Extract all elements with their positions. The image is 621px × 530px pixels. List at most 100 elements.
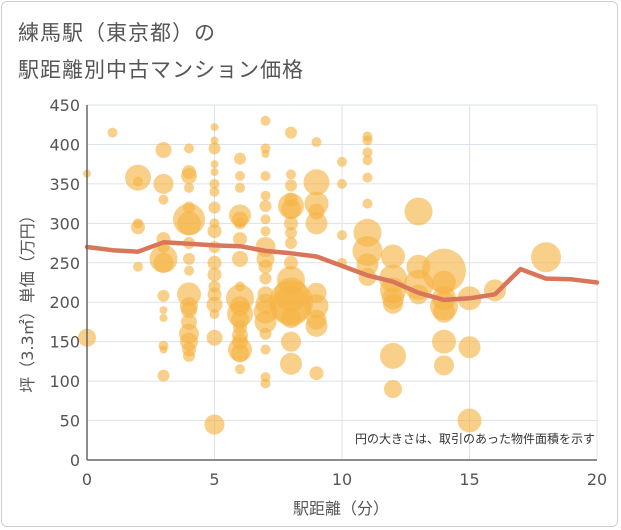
scatter-point bbox=[434, 355, 454, 376]
scatter-point bbox=[281, 199, 301, 220]
x-tick-label: 5 bbox=[209, 470, 219, 489]
scatter-point bbox=[153, 252, 174, 273]
scatter-point bbox=[362, 198, 373, 209]
scatter-point bbox=[457, 408, 482, 433]
y-tick-label: 350 bbox=[49, 175, 80, 194]
y-tick-label: 50 bbox=[60, 412, 80, 431]
y-tick-label: 250 bbox=[49, 254, 80, 273]
scatter-point bbox=[261, 149, 270, 158]
scatter-point bbox=[260, 171, 271, 181]
scatter-point bbox=[204, 414, 225, 435]
scatter-point bbox=[209, 178, 220, 189]
scatter-point bbox=[284, 216, 298, 231]
scatter-point bbox=[181, 302, 197, 319]
y-axis-label: 坪（3.3㎡）単価（万円） bbox=[18, 207, 37, 392]
scatter-point bbox=[305, 212, 328, 235]
y-tick-label: 450 bbox=[49, 96, 80, 115]
scatter-point bbox=[280, 352, 302, 375]
scatter-point bbox=[383, 293, 403, 314]
scatter-point bbox=[259, 272, 272, 285]
scatter-point bbox=[260, 190, 271, 201]
scatter-point bbox=[362, 155, 373, 166]
scatter-point bbox=[210, 123, 219, 132]
x-tick-label: 10 bbox=[332, 470, 352, 489]
scatter-point bbox=[158, 194, 169, 205]
scatter-point bbox=[157, 289, 170, 302]
y-tick-label: 300 bbox=[49, 214, 80, 233]
scatter-point bbox=[133, 176, 143, 187]
scatter-point bbox=[209, 309, 220, 320]
scatter-point bbox=[159, 314, 168, 322]
scatter-point bbox=[362, 147, 373, 158]
scatter-point bbox=[184, 143, 194, 154]
scatter-point bbox=[183, 252, 195, 265]
scatter-point bbox=[281, 331, 301, 352]
scatter-point bbox=[311, 137, 322, 148]
scatter-point bbox=[107, 127, 118, 138]
scatter-point bbox=[337, 156, 347, 167]
scatter-point bbox=[235, 171, 245, 181]
scatter-point bbox=[362, 135, 373, 146]
scatter-point bbox=[285, 226, 297, 239]
scatter-point bbox=[210, 136, 219, 145]
scatter-point bbox=[235, 364, 245, 375]
y-tick-label: 100 bbox=[49, 372, 80, 391]
scatter-point bbox=[208, 201, 221, 214]
scatter-point bbox=[260, 214, 271, 225]
scatter-point bbox=[260, 344, 271, 355]
chart-title-line1: 練馬駅（東京都）の bbox=[18, 21, 216, 45]
scatter-point bbox=[235, 182, 245, 193]
scatter-point bbox=[260, 226, 271, 237]
scatter-point bbox=[259, 199, 272, 212]
scatter-point bbox=[286, 169, 296, 180]
scatter-point bbox=[337, 230, 347, 241]
scatter-point bbox=[362, 172, 373, 183]
chart-title-line2: 駅距離別中古マンション価格 bbox=[18, 58, 304, 82]
scatter-point bbox=[207, 255, 222, 270]
scatter-point bbox=[183, 349, 195, 362]
y-tick-label: 0 bbox=[70, 451, 80, 470]
scatter-point bbox=[305, 314, 328, 337]
scatter-point bbox=[337, 178, 347, 189]
scatter-point bbox=[281, 308, 301, 328]
scatter-point bbox=[208, 142, 221, 155]
scatter-point bbox=[284, 255, 298, 270]
y-tick-label: 150 bbox=[49, 333, 80, 352]
scatter-point bbox=[384, 380, 402, 398]
scatter-point bbox=[285, 179, 297, 192]
scatter-point bbox=[258, 259, 273, 274]
scatter-point bbox=[285, 237, 297, 250]
scatter-point bbox=[210, 160, 219, 169]
scatter-point bbox=[181, 168, 197, 184]
scatter-point bbox=[234, 152, 246, 165]
scatter-point bbox=[207, 267, 222, 282]
scatter-point bbox=[159, 345, 168, 354]
scatter-point bbox=[404, 197, 433, 226]
scatter-point bbox=[432, 329, 456, 354]
scatter-point bbox=[206, 296, 223, 313]
scatter-point bbox=[210, 168, 219, 177]
scatter-point bbox=[133, 261, 143, 272]
y-tick-label: 200 bbox=[49, 293, 80, 312]
scatter-point bbox=[259, 327, 272, 340]
x-axis-label: 駅距離（分） bbox=[293, 499, 389, 518]
size-note: 円の大きさは、取引のあった物件面積を示す bbox=[355, 431, 595, 446]
average-price-line bbox=[84, 240, 600, 303]
scatter-point bbox=[381, 244, 405, 269]
scatter-point bbox=[531, 242, 561, 273]
x-tick-label: 15 bbox=[459, 470, 479, 489]
scatter-point bbox=[209, 186, 220, 197]
scatter-point bbox=[260, 378, 271, 389]
axis-layer: 0 50 100 150 200 250 300 350 400 450 0 5 10 15 20 bbox=[49, 96, 607, 489]
scatter-point bbox=[233, 232, 247, 247]
x-tick-label: 20 bbox=[587, 470, 607, 489]
scatter-point bbox=[234, 217, 246, 230]
scatter-point bbox=[207, 224, 222, 239]
scatter-point bbox=[184, 265, 194, 276]
scatter-point bbox=[184, 182, 194, 193]
scatter-point bbox=[153, 173, 174, 194]
scatter-point bbox=[285, 126, 297, 139]
scatter-point bbox=[131, 220, 145, 235]
